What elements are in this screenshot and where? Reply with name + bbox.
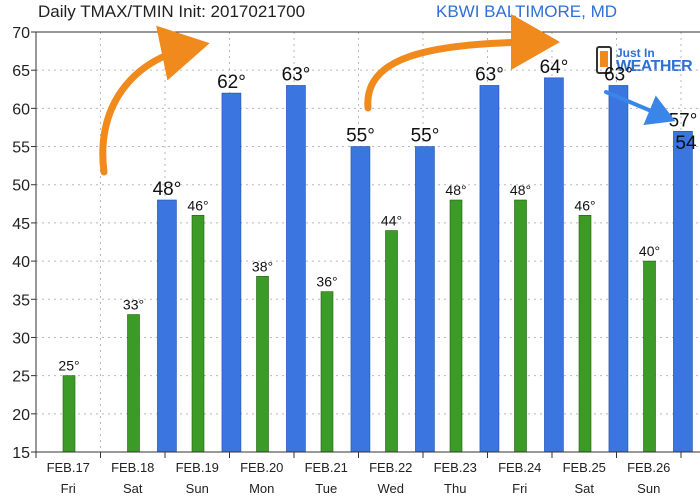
tmin-value-label: 40° — [639, 243, 660, 259]
y-tick-label: 65 — [12, 63, 30, 80]
x-weekday-label: Sun — [637, 481, 660, 496]
tmax-bar — [479, 85, 500, 453]
tmax-value-label: 55° — [346, 126, 375, 147]
tmax-bar — [221, 92, 242, 453]
tmax-value-label: 57° — [669, 110, 698, 131]
y-tick-label: 15 — [12, 445, 30, 462]
tmin-bar — [449, 199, 463, 453]
tmin-value-label: 46° — [574, 197, 595, 213]
tmin-bar — [578, 214, 592, 453]
tmax-value-label: 55° — [411, 126, 440, 147]
y-tick-label: 50 — [12, 178, 30, 195]
x-date-label: FEB.25 — [563, 460, 606, 475]
x-weekday-label: Fri — [61, 481, 76, 496]
tmin-value-label: 44° — [381, 213, 402, 229]
y-tick-label: 40 — [12, 254, 30, 271]
tmin-bar — [514, 199, 527, 453]
tmin-bar — [320, 291, 334, 453]
tmin-bar — [385, 230, 398, 453]
x-weekday-label: Sun — [186, 481, 209, 496]
tmin-value-label: 33° — [123, 297, 144, 313]
tmin-value-label: 36° — [316, 274, 337, 290]
x-weekday-label: Fri — [512, 481, 527, 496]
station-label: KBWI BALTIMORE, MD — [436, 2, 618, 21]
phone-icon — [596, 46, 612, 74]
tmin-bar — [127, 314, 140, 453]
tmax-bar — [544, 77, 564, 453]
tmin-value-label: 25° — [58, 358, 79, 374]
tmax-value-label: 63° — [282, 64, 311, 85]
tmin-value-label: 46° — [187, 197, 208, 213]
x-date-label: FEB.19 — [176, 460, 219, 475]
x-weekday-label: Tue — [315, 481, 337, 496]
x-date-label: FEB.26 — [627, 460, 670, 475]
tmax-value-label: 62° — [217, 72, 246, 93]
tmax-bar — [286, 85, 306, 453]
x-weekday-label: Sat — [574, 481, 594, 496]
x-date-label: FEB.22 — [369, 460, 412, 475]
x-date-label: FEB.21 — [305, 460, 348, 475]
y-tick-label: 30 — [12, 330, 30, 347]
tmax-bar — [673, 130, 693, 453]
logo-line2: WEATHER — [616, 58, 693, 75]
y-tick-label: 60 — [12, 101, 30, 118]
tmin-value-label: 48° — [445, 182, 466, 198]
trend-arrow-orange-1 — [99, 25, 210, 176]
tmax-value-label: 64° — [540, 57, 569, 78]
x-date-label: FEB.20 — [240, 460, 283, 475]
tmax-value-label: 48° — [153, 179, 182, 200]
y-tick-label: 25 — [12, 369, 30, 386]
tmax-value-label: 54 — [675, 133, 697, 154]
x-weekday-label: Thu — [444, 481, 466, 496]
y-tick-label: 35 — [12, 292, 30, 309]
x-date-label: FEB.23 — [434, 460, 477, 475]
tmax-value-label: 63° — [604, 64, 633, 85]
trend-arrow-orange-2 — [364, 14, 560, 112]
x-weekday-label: Mon — [249, 481, 274, 496]
tmin-bar — [191, 214, 205, 453]
x-date-label: FEB.18 — [111, 460, 154, 475]
x-date-label: FEB.24 — [498, 460, 541, 475]
tmax-value-label: 63° — [475, 64, 504, 85]
y-tick-label: 55 — [12, 140, 30, 157]
tmax-bar — [157, 199, 177, 453]
plot-frame — [35, 31, 700, 453]
x-weekday-label: Sat — [123, 481, 143, 496]
y-tick-label: 45 — [12, 216, 30, 233]
tmin-value-label: 48° — [510, 182, 531, 198]
x-weekday-label: Wed — [378, 481, 405, 496]
just-in-weather-logo: Just In WEATHER — [594, 44, 694, 84]
y-tick-label: 70 — [12, 25, 30, 42]
tmin-bar — [643, 260, 656, 453]
trend-arrow-blue — [604, 90, 676, 126]
logo-line1: Just In — [616, 46, 655, 60]
tmax-bar — [608, 85, 629, 453]
x-date-label: FEB.17 — [47, 460, 90, 475]
chart-title: Daily TMAX/TMIN Init: 2017021700 — [38, 2, 306, 21]
tmax-bar — [350, 146, 371, 453]
tmax-bar — [415, 146, 435, 453]
tmin-value-label: 38° — [252, 258, 273, 274]
tmin-bar — [62, 375, 76, 453]
y-tick-label: 20 — [12, 407, 30, 424]
tmin-bar — [256, 276, 269, 453]
